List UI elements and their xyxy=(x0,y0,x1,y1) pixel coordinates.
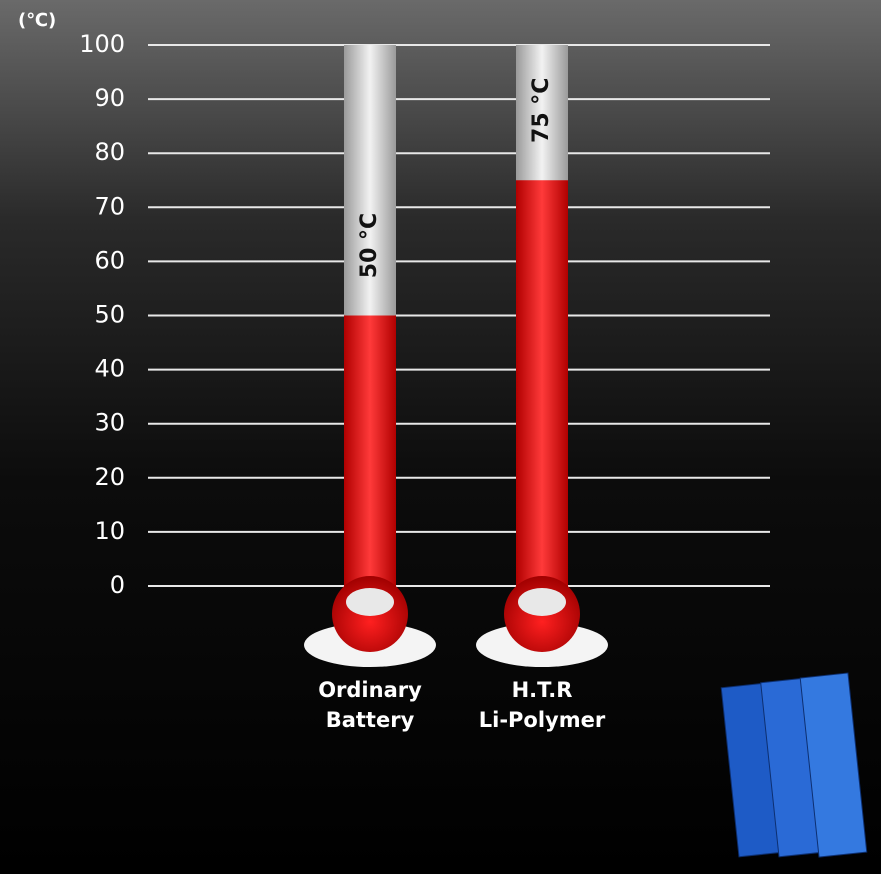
y-tick-label: 50 xyxy=(94,301,125,329)
value-label: 50 °C xyxy=(357,213,382,278)
y-tick-label: 40 xyxy=(94,355,125,383)
y-tick-label: 10 xyxy=(94,517,125,545)
bar xyxy=(344,315,396,596)
bulb-highlight xyxy=(518,588,566,616)
value-label: 75 °C xyxy=(529,78,554,143)
y-tick-label: 60 xyxy=(94,246,125,274)
x-tick-label: Ordinary Battery xyxy=(318,678,422,732)
y-tick-label: 100 xyxy=(79,30,125,58)
y-tick-label: 30 xyxy=(94,409,125,437)
y-tick-label: 90 xyxy=(94,84,125,112)
y-tick-label: 80 xyxy=(94,138,125,166)
x-tick-label: H.T.R Li-Polymer xyxy=(478,678,606,732)
y-axis-label: (℃) xyxy=(18,10,56,31)
y-tick-label: 0 xyxy=(110,571,125,599)
bar xyxy=(516,180,568,596)
bulb-highlight xyxy=(346,588,394,616)
y-tick-label: 70 xyxy=(94,192,125,220)
y-tick-label: 20 xyxy=(94,463,125,491)
battery-pack xyxy=(720,672,868,858)
